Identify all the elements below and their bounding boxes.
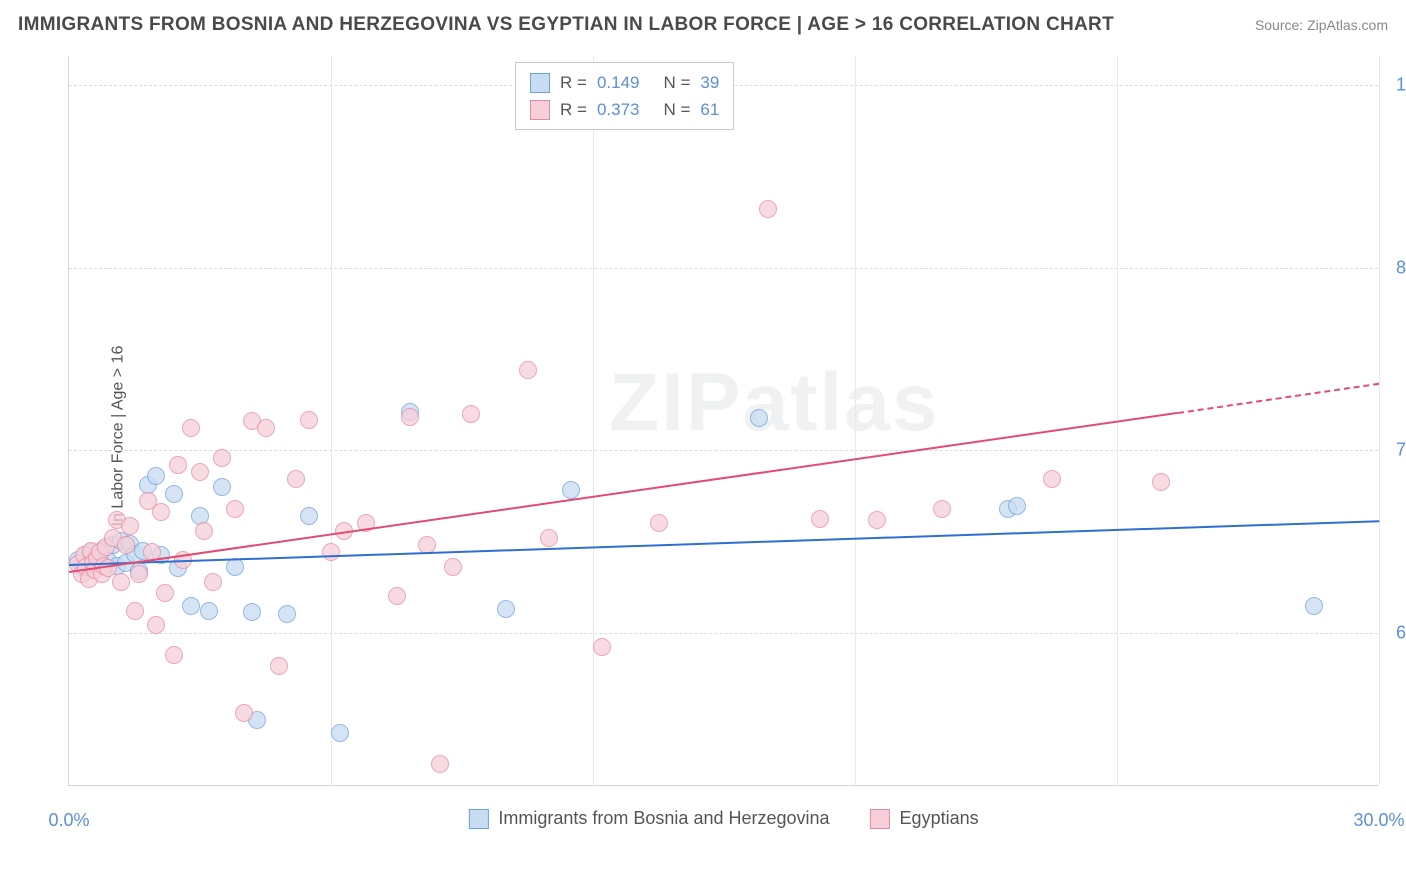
data-point bbox=[165, 485, 183, 503]
data-point bbox=[182, 419, 200, 437]
data-point bbox=[235, 704, 253, 722]
gridline-h bbox=[69, 633, 1378, 634]
data-point bbox=[165, 646, 183, 664]
legend-swatch bbox=[530, 100, 550, 120]
data-point bbox=[213, 478, 231, 496]
data-point bbox=[444, 558, 462, 576]
r-label: R = bbox=[560, 96, 587, 123]
legend-swatch bbox=[870, 809, 890, 829]
data-point bbox=[562, 481, 580, 499]
n-label: N = bbox=[663, 69, 690, 96]
legend-item: Immigrants from Bosnia and Herzegovina bbox=[468, 808, 829, 829]
data-point bbox=[204, 573, 222, 591]
legend-item: Egyptians bbox=[870, 808, 979, 829]
data-point bbox=[287, 470, 305, 488]
gridline-h bbox=[69, 450, 1378, 451]
data-point bbox=[278, 605, 296, 623]
regression-line bbox=[1178, 383, 1379, 414]
gridline-v bbox=[593, 56, 594, 785]
r-value: 0.373 bbox=[597, 96, 640, 123]
data-point bbox=[300, 507, 318, 525]
correlation-chart: In Labor Force | Age > 16 ZIPatlas 62.5%… bbox=[40, 56, 1396, 816]
data-point bbox=[650, 514, 668, 532]
data-point bbox=[1008, 497, 1026, 515]
y-tick-label: 75.0% bbox=[1396, 440, 1406, 461]
data-point bbox=[300, 411, 318, 429]
data-point bbox=[226, 500, 244, 518]
data-point bbox=[126, 602, 144, 620]
data-point bbox=[401, 408, 419, 426]
data-point bbox=[431, 755, 449, 773]
data-point bbox=[226, 558, 244, 576]
data-point bbox=[322, 543, 340, 561]
data-point bbox=[593, 638, 611, 656]
data-point bbox=[497, 600, 515, 618]
data-point bbox=[213, 449, 231, 467]
stats-legend-row: R = 0.373 N = 61 bbox=[530, 96, 719, 123]
data-point bbox=[388, 587, 406, 605]
y-tick-label: 62.5% bbox=[1396, 622, 1406, 643]
data-point bbox=[462, 405, 480, 423]
data-point bbox=[811, 510, 829, 528]
gridline-h bbox=[69, 268, 1378, 269]
gridline-v bbox=[855, 56, 856, 785]
data-point bbox=[257, 419, 275, 437]
data-point bbox=[243, 603, 261, 621]
data-point bbox=[200, 602, 218, 620]
x-tick-label: 30.0% bbox=[1353, 810, 1404, 831]
r-label: R = bbox=[560, 69, 587, 96]
data-point bbox=[152, 503, 170, 521]
n-value: 61 bbox=[700, 96, 719, 123]
data-point bbox=[540, 529, 558, 547]
legend-label: Immigrants from Bosnia and Herzegovina bbox=[498, 808, 829, 829]
x-tick-label: 0.0% bbox=[48, 810, 89, 831]
data-point bbox=[191, 463, 209, 481]
n-label: N = bbox=[663, 96, 690, 123]
data-point bbox=[147, 467, 165, 485]
data-point bbox=[156, 584, 174, 602]
page-title: IMMIGRANTS FROM BOSNIA AND HERZEGOVINA V… bbox=[18, 14, 1114, 36]
plot-area: ZIPatlas 62.5%75.0%87.5%100.0%0.0%30.0%R… bbox=[68, 56, 1378, 786]
series-legend: Immigrants from Bosnia and Herzegovina Eg… bbox=[468, 808, 978, 829]
data-point bbox=[759, 200, 777, 218]
regression-line bbox=[69, 412, 1178, 573]
legend-swatch bbox=[468, 809, 488, 829]
source-label: Source: ZipAtlas.com bbox=[1255, 17, 1388, 33]
data-point bbox=[130, 565, 148, 583]
data-point bbox=[112, 573, 130, 591]
legend-label: Egyptians bbox=[900, 808, 979, 829]
data-point bbox=[1043, 470, 1061, 488]
stats-legend: R = 0.149 N = 39 R = 0.373 N = 61 bbox=[515, 62, 734, 130]
y-tick-label: 87.5% bbox=[1396, 257, 1406, 278]
data-point bbox=[868, 511, 886, 529]
data-point bbox=[519, 361, 537, 379]
data-point bbox=[182, 597, 200, 615]
stats-legend-row: R = 0.149 N = 39 bbox=[530, 69, 719, 96]
data-point bbox=[117, 536, 135, 554]
data-point bbox=[121, 517, 139, 535]
r-value: 0.149 bbox=[597, 69, 640, 96]
data-point bbox=[147, 616, 165, 634]
legend-swatch bbox=[530, 73, 550, 93]
data-point bbox=[270, 657, 288, 675]
data-point bbox=[195, 522, 213, 540]
gridline-v bbox=[1379, 56, 1380, 785]
data-point bbox=[1152, 473, 1170, 491]
data-point bbox=[331, 724, 349, 742]
y-tick-label: 100.0% bbox=[1396, 75, 1406, 96]
gridline-v bbox=[331, 56, 332, 785]
watermark: ZIPatlas bbox=[609, 356, 939, 450]
data-point bbox=[1305, 597, 1323, 615]
data-point bbox=[169, 456, 187, 474]
data-point bbox=[750, 409, 768, 427]
data-point bbox=[933, 500, 951, 518]
n-value: 39 bbox=[700, 69, 719, 96]
